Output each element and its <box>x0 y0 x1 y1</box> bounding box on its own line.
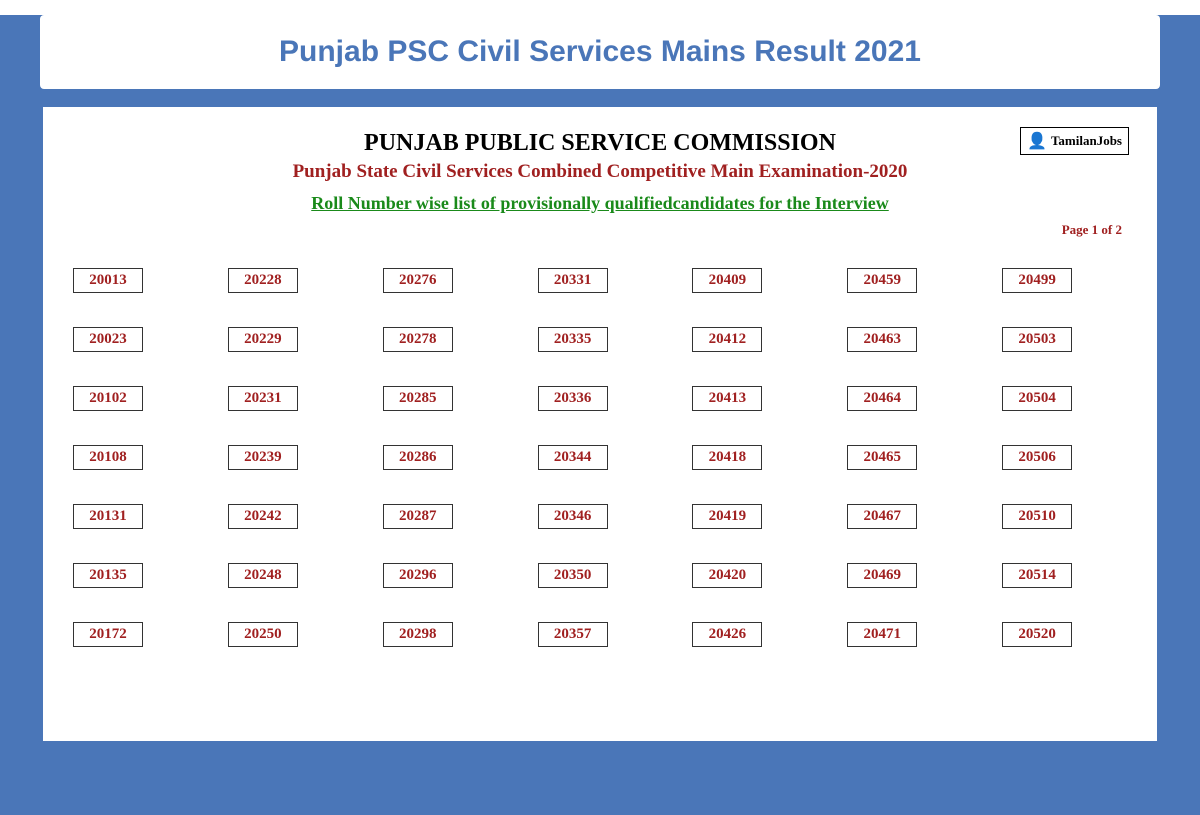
page-indicator: Page 1 of 2 <box>68 222 1132 238</box>
roll-number-cell: 20335 <box>538 327 608 352</box>
roll-number-cell: 20239 <box>228 445 298 470</box>
roll-number-cell: 20467 <box>847 504 917 529</box>
roll-number-cell: 20250 <box>228 622 298 647</box>
roll-number-cell: 20469 <box>847 563 917 588</box>
roll-number-cell: 20135 <box>73 563 143 588</box>
roll-number-cell: 20102 <box>73 386 143 411</box>
watermark-badge: 👤 TamilanJobs <box>1020 127 1129 155</box>
roll-number-cell: 20276 <box>383 268 453 293</box>
roll-number-cell: 20413 <box>692 386 762 411</box>
roll-number-cell: 20023 <box>73 327 143 352</box>
outer-container: Punjab PSC Civil Services Mains Result 2… <box>0 15 1200 815</box>
roll-number-cell: 20506 <box>1002 445 1072 470</box>
roll-number-cell: 20286 <box>383 445 453 470</box>
roll-number-cell: 20412 <box>692 327 762 352</box>
roll-number-cell: 20514 <box>1002 563 1072 588</box>
roll-number-cell: 20287 <box>383 504 453 529</box>
roll-number-cell: 20172 <box>73 622 143 647</box>
roll-number-cell: 20418 <box>692 445 762 470</box>
roll-number-cell: 20420 <box>692 563 762 588</box>
content-panel: 👤 TamilanJobs PUNJAB PUBLIC SERVICE COMM… <box>40 104 1160 744</box>
roll-number-cell: 20510 <box>1002 504 1072 529</box>
roll-number-cell: 20285 <box>383 386 453 411</box>
roll-number-cell: 20357 <box>538 622 608 647</box>
roll-number-cell: 20296 <box>383 563 453 588</box>
page-title: Punjab PSC Civil Services Mains Result 2… <box>60 35 1140 69</box>
roll-number-cell: 20504 <box>1002 386 1072 411</box>
roll-number-cell: 20419 <box>692 504 762 529</box>
roll-number-cell: 20013 <box>73 268 143 293</box>
roll-number-cell: 20298 <box>383 622 453 647</box>
roll-number-cell: 20465 <box>847 445 917 470</box>
roll-number-cell: 20336 <box>538 386 608 411</box>
roll-number-cell: 20503 <box>1002 327 1072 352</box>
roll-number-cell: 20346 <box>538 504 608 529</box>
roll-number-cell: 20499 <box>1002 268 1072 293</box>
watermark-icon: 👤 <box>1027 131 1047 151</box>
roll-number-cell: 20464 <box>847 386 917 411</box>
roll-number-cell: 20131 <box>73 504 143 529</box>
roll-number-cell: 20520 <box>1002 622 1072 647</box>
roll-number-cell: 20459 <box>847 268 917 293</box>
roll-number-cell: 20228 <box>228 268 298 293</box>
header-banner: Punjab PSC Civil Services Mains Result 2… <box>40 15 1160 89</box>
exam-name: Punjab State Civil Services Combined Com… <box>68 161 1132 183</box>
roll-number-cell: 20278 <box>383 327 453 352</box>
roll-number-cell: 20471 <box>847 622 917 647</box>
roll-number-cell: 20463 <box>847 327 917 352</box>
roll-number-cell: 20350 <box>538 563 608 588</box>
roll-number-cell: 20409 <box>692 268 762 293</box>
roll-number-cell: 20231 <box>228 386 298 411</box>
roll-number-cell: 20344 <box>538 445 608 470</box>
organization-name: PUNJAB PUBLIC SERVICE COMMISSION <box>68 130 1132 157</box>
roll-number-cell: 20248 <box>228 563 298 588</box>
roll-number-cell: 20229 <box>228 327 298 352</box>
roll-number-cell: 20108 <box>73 445 143 470</box>
watermark-text: TamilanJobs <box>1051 133 1122 149</box>
roll-number-grid: 20013 20228 20276 20331 20409 20459 20499 20023… <box>68 268 1132 647</box>
roll-number-cell: 20426 <box>692 622 762 647</box>
roll-number-cell: 20242 <box>228 504 298 529</box>
roll-number-cell: 20331 <box>538 268 608 293</box>
list-title: Roll Number wise list of provisionally q… <box>68 193 1132 214</box>
